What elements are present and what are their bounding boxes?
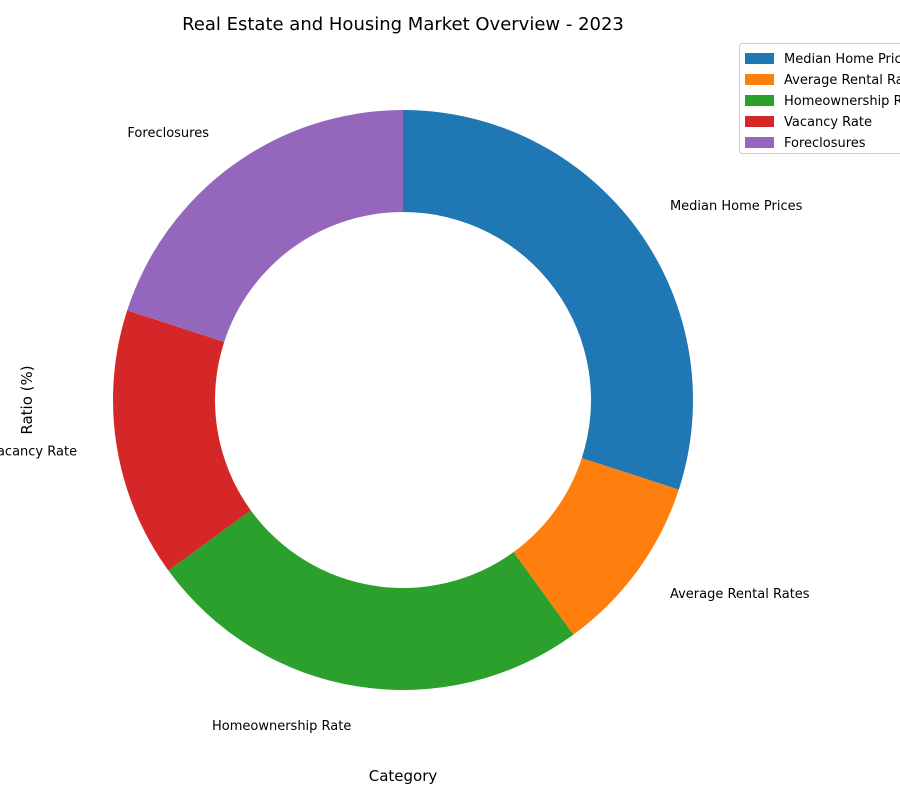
chart-title: Real Estate and Housing Market Overview … — [182, 14, 624, 35]
y-axis-label: Ratio (%) — [18, 365, 36, 434]
slice-label: Vacancy Rate — [0, 445, 77, 460]
slice-labels: Median Home Prices Average Rental Rates Ho… — [0, 126, 810, 734]
donut-slice-foreclosures — [127, 110, 404, 342]
legend-swatch — [745, 74, 774, 85]
donut-slice-vacancy-rate — [112, 310, 251, 571]
donut-slice-average-rental-rates — [513, 458, 679, 635]
slice-label: Average Rental Rates — [670, 587, 810, 602]
slice-label: Median Home Prices — [670, 199, 803, 214]
legend-label: Median Home Prices — [784, 52, 900, 67]
legend: Median Home Prices Average Rental Rates Ho… — [739, 43, 900, 154]
legend-label: Average Rental Rates — [784, 73, 900, 88]
donut-slice-homeownership-rate — [168, 510, 574, 690]
donut-slices — [112, 110, 693, 690]
donut-slice-median-home-prices — [403, 110, 693, 490]
legend-swatch — [745, 116, 774, 127]
legend-label: Vacancy Rate — [784, 115, 872, 130]
legend-label: Foreclosures — [784, 136, 866, 151]
legend-swatch — [745, 95, 774, 106]
legend-label: Homeownership Rate — [784, 94, 900, 109]
x-axis-label: Category — [369, 767, 438, 785]
legend-swatch — [745, 53, 774, 64]
legend-swatch — [745, 137, 774, 148]
slice-label: Homeownership Rate — [212, 719, 351, 734]
legend-frame — [739, 43, 900, 154]
slice-label: Foreclosures — [127, 126, 209, 141]
